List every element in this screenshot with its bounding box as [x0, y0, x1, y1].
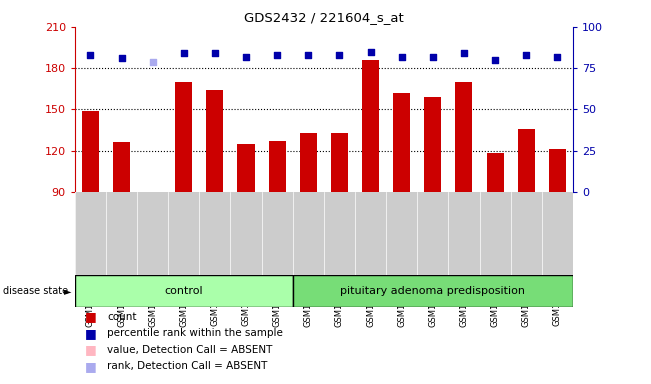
Point: [396, 53, 407, 60]
Bar: [486, 154, 504, 192]
Bar: [456, 82, 473, 192]
Bar: [269, 141, 286, 192]
Bar: [293, 275, 573, 307]
Bar: [113, 142, 130, 192]
Point: [117, 55, 127, 61]
Point: [459, 50, 469, 56]
Text: ■: ■: [85, 327, 96, 340]
Bar: [82, 111, 99, 192]
Bar: [362, 60, 379, 192]
Bar: [549, 149, 566, 192]
Point: [552, 53, 562, 60]
Bar: [175, 82, 192, 192]
Point: [241, 53, 251, 60]
Point: [490, 57, 500, 63]
Text: value, Detection Call = ABSENT: value, Detection Call = ABSENT: [107, 345, 273, 355]
Bar: [299, 133, 317, 192]
Bar: [518, 129, 534, 192]
Text: ■: ■: [85, 310, 96, 323]
Point: [334, 52, 344, 58]
Text: control: control: [165, 286, 203, 296]
Point: [303, 52, 314, 58]
Text: pituitary adenoma predisposition: pituitary adenoma predisposition: [340, 286, 525, 296]
Text: disease state: disease state: [3, 286, 68, 296]
Point: [365, 49, 376, 55]
Bar: [75, 275, 293, 307]
Point: [148, 58, 158, 65]
Text: count: count: [107, 312, 137, 322]
Point: [272, 52, 283, 58]
Bar: [393, 93, 410, 192]
Text: ■: ■: [85, 343, 96, 356]
Point: [178, 50, 189, 56]
Text: percentile rank within the sample: percentile rank within the sample: [107, 328, 283, 338]
Text: ■: ■: [85, 360, 96, 373]
Point: [85, 52, 96, 58]
Bar: [424, 97, 441, 192]
Bar: [206, 90, 223, 192]
Point: [428, 53, 438, 60]
Bar: [238, 144, 255, 192]
Text: rank, Detection Call = ABSENT: rank, Detection Call = ABSENT: [107, 361, 268, 371]
Point: [210, 50, 220, 56]
Text: ►: ►: [64, 286, 72, 296]
Title: GDS2432 / 221604_s_at: GDS2432 / 221604_s_at: [244, 11, 404, 24]
Bar: [331, 133, 348, 192]
Point: [521, 52, 531, 58]
